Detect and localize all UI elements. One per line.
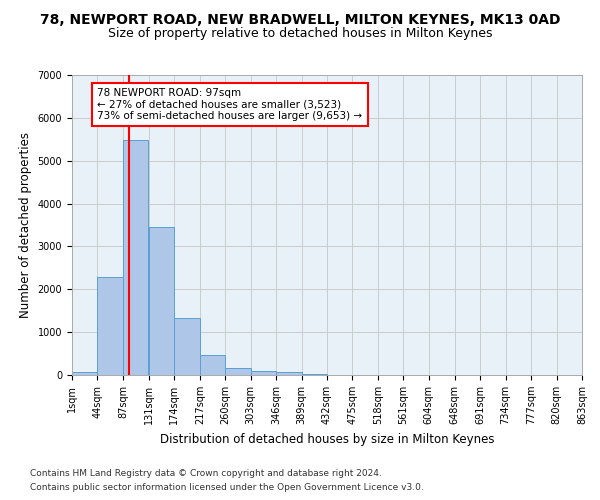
Text: Contains HM Land Registry data © Crown copyright and database right 2024.: Contains HM Land Registry data © Crown c… (30, 468, 382, 477)
Text: 78 NEWPORT ROAD: 97sqm
← 27% of detached houses are smaller (3,523)
73% of semi-: 78 NEWPORT ROAD: 97sqm ← 27% of detached… (97, 88, 362, 121)
Bar (123, 140, 148, 375)
Bar (302, 374, 327, 375)
Bar (72, 372, 97, 375)
X-axis label: Distribution of detached houses by size in Milton Keynes: Distribution of detached houses by size … (160, 432, 494, 446)
Bar (276, 372, 302, 375)
Bar (251, 371, 276, 375)
Bar (97, 278, 123, 375)
Text: Size of property relative to detached houses in Milton Keynes: Size of property relative to detached ho… (108, 28, 492, 40)
Y-axis label: Number of detached properties: Number of detached properties (19, 132, 32, 318)
Bar (225, 368, 251, 375)
Text: 78, NEWPORT ROAD, NEW BRADWELL, MILTON KEYNES, MK13 0AD: 78, NEWPORT ROAD, NEW BRADWELL, MILTON K… (40, 12, 560, 26)
Bar (200, 354, 225, 375)
Bar (175, 318, 200, 375)
Bar (149, 227, 175, 375)
Text: Contains public sector information licensed under the Open Government Licence v3: Contains public sector information licen… (30, 484, 424, 492)
